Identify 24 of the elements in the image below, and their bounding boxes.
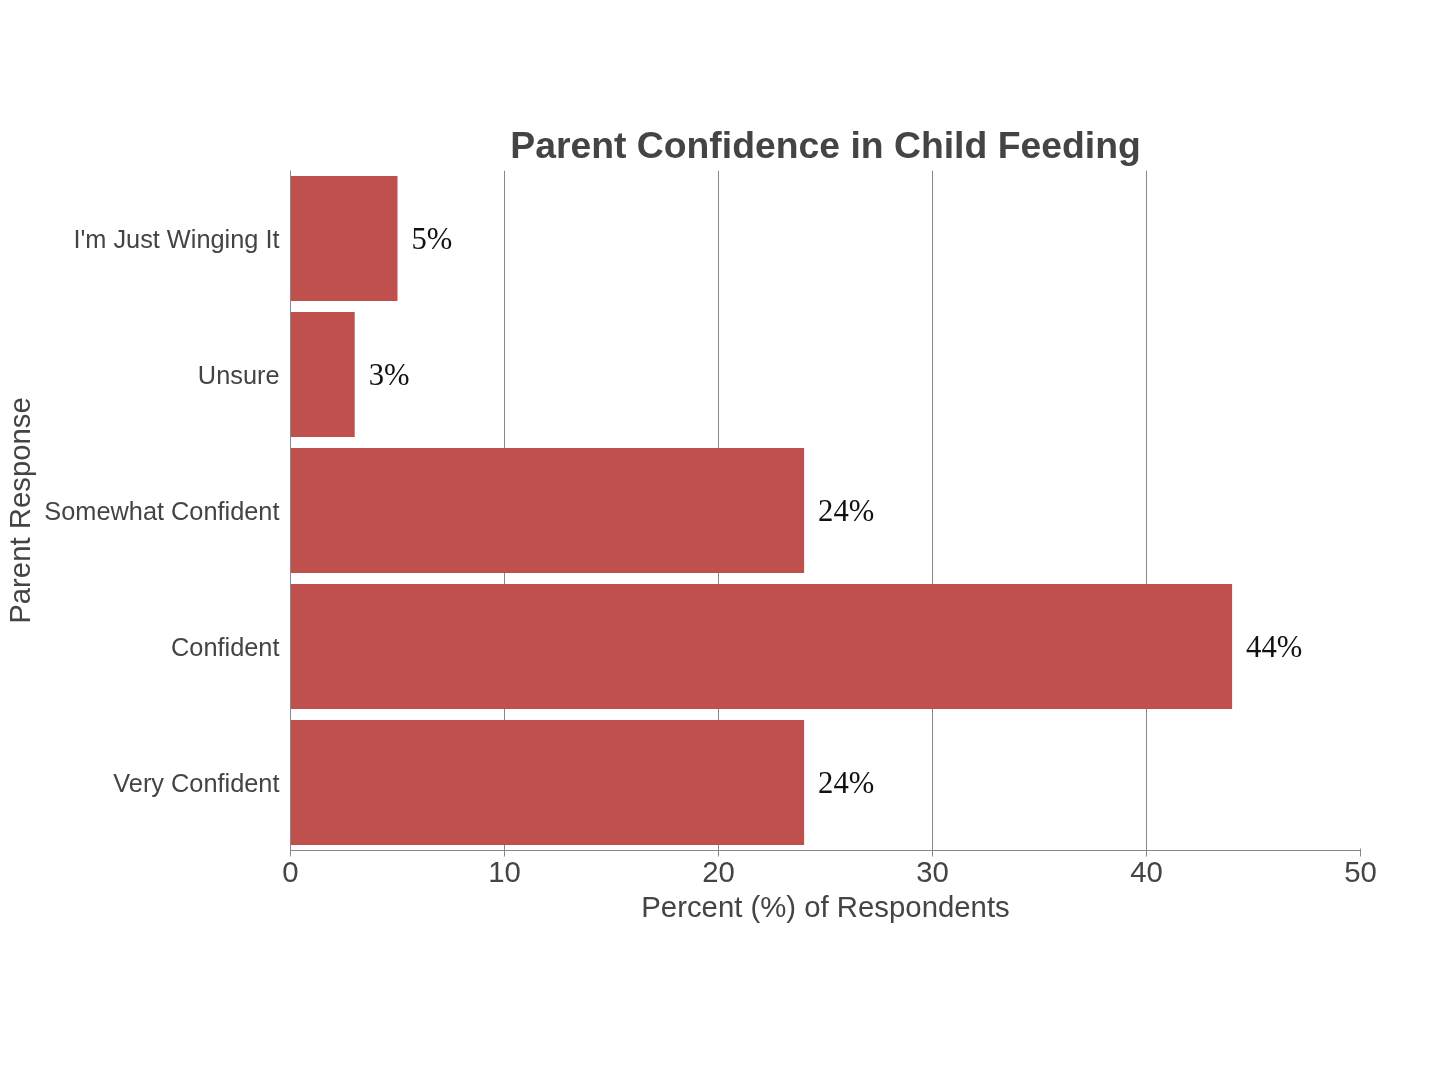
y-tick-label: Very Confident [113, 768, 280, 797]
x-tick-label: 40 [1130, 854, 1163, 888]
x-tick-label: 10 [488, 854, 521, 888]
data-label: 44% [1246, 629, 1303, 664]
data-label: 24% [818, 765, 875, 800]
data-label: 3% [368, 357, 410, 392]
x-tick-label: 0 [282, 854, 299, 888]
chart-title: Parent Confidence in Child Feeding [510, 123, 1141, 166]
x-tick-label: 30 [916, 854, 949, 888]
bar [290, 311, 355, 438]
data-label: 5% [411, 221, 453, 256]
y-tick-label: Unsure [197, 360, 280, 389]
y-tick-label: I'm Just Winging It [73, 224, 280, 253]
x-tick-label: 20 [702, 854, 735, 888]
y-tick-label: Confident [171, 632, 280, 661]
data-label: 24% [818, 493, 875, 528]
y-axis-title: Parent Response [3, 397, 37, 624]
x-axis-title: Percent (%) of Respondents [641, 889, 1010, 923]
bar [290, 719, 805, 846]
x-tick-label: 50 [1344, 854, 1377, 888]
bar [290, 175, 398, 302]
bar [290, 447, 805, 574]
y-tick-label: Somewhat Confident [44, 496, 280, 525]
bar [290, 583, 1233, 710]
